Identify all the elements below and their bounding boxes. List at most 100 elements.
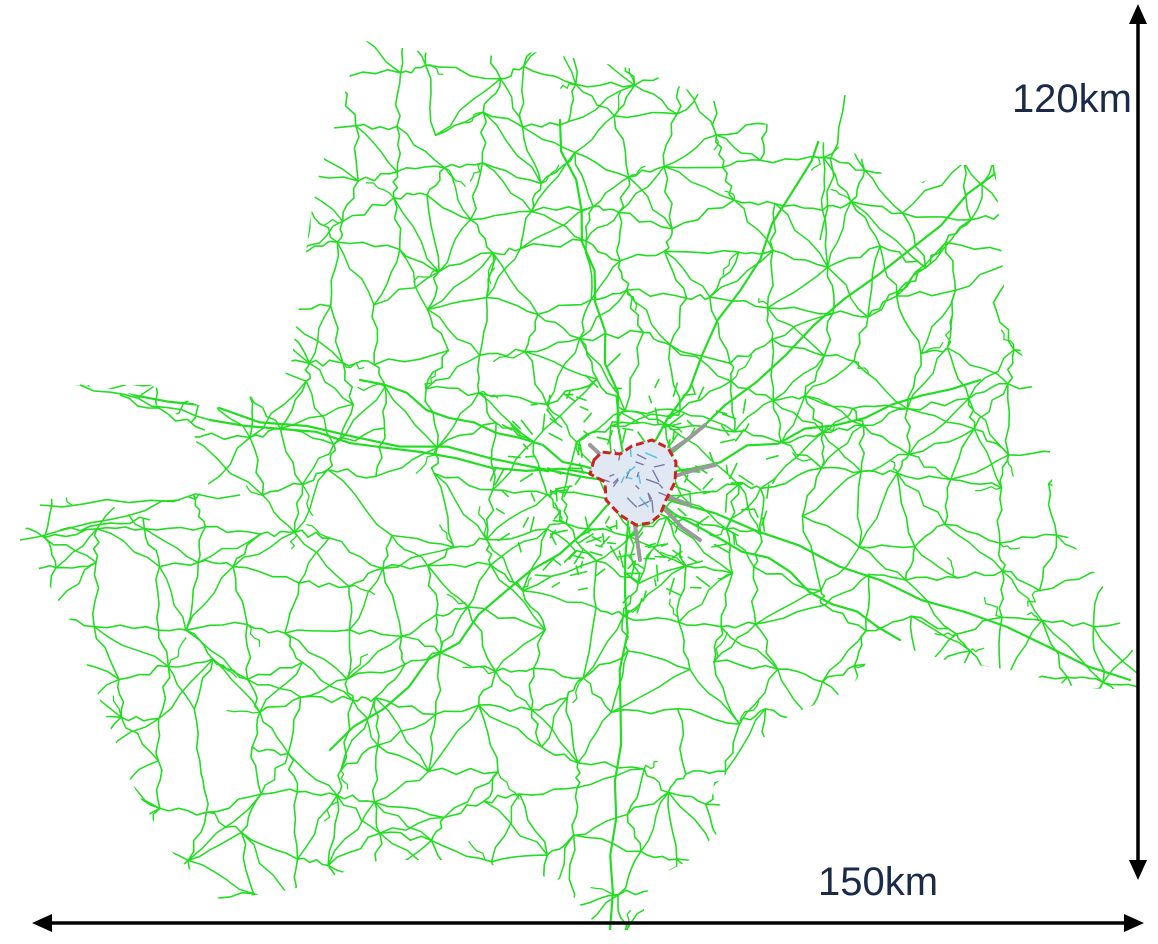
road-segment [720,621,757,629]
road-segment [152,335,202,390]
road-segment [824,604,867,632]
road-segment [862,407,909,427]
urban-street [702,477,714,490]
road-segment [524,350,598,380]
road-segment [822,72,831,108]
road-segment [399,64,427,74]
road-segment [375,427,386,478]
road-segment [396,125,446,169]
urban-street [497,532,511,542]
road-segment [20,747,25,799]
road-segment [118,664,170,681]
road-segment [185,621,249,631]
road-segment [990,887,1008,930]
urban-street [623,571,640,584]
city-core-boundary [588,438,678,527]
road-segment [55,561,97,569]
road-segment [373,770,430,803]
road-segment [185,561,199,631]
road-segment [430,816,445,842]
urban-street [567,467,582,470]
road-segment [1051,356,1069,398]
road-segment [43,634,55,652]
road-segment [142,208,212,216]
road-segment [909,615,918,670]
road-segment [279,303,332,314]
road-segment [155,760,163,810]
road-segment [896,453,910,474]
scale-height-label: 120km [1011,77,1132,121]
road-segment [499,65,525,80]
road-segment [922,838,955,858]
road-segment [20,747,66,802]
urban-street [642,590,647,602]
road-segment [467,564,492,608]
road-segment [332,14,400,25]
road-segment [772,395,806,402]
road-segment [120,716,160,762]
road-segment [754,604,826,625]
road-segment [946,347,970,400]
road-segment [426,546,455,567]
road-segment [671,199,735,230]
road-segment [858,472,898,548]
road-segment [766,307,825,357]
road-segment [613,114,630,178]
road-segment [1001,570,1041,592]
road-segment [922,161,965,183]
road-segment [63,386,90,443]
road-segment [574,114,615,154]
road-segment [666,516,687,567]
road-segment [424,64,502,80]
road-segment [259,661,304,713]
road-segment [66,832,119,842]
road-segment [24,565,41,570]
road-segment [717,888,756,930]
road-segment [668,598,680,623]
road-segment [1102,617,1140,684]
road-segment [245,623,252,681]
road-segment [828,905,873,912]
road-segment [920,341,944,355]
road-segment [762,765,774,805]
road-segment [962,926,992,930]
road-segment [293,529,331,539]
urban-street [622,427,634,431]
road-segment [709,296,769,309]
road-segment [1051,333,1088,359]
road-segment [185,435,197,500]
road-segment [327,864,376,886]
road-segment [575,83,615,117]
road-segment [753,888,782,930]
road-segment [660,879,708,891]
road-segment [730,380,774,402]
road-segment [1041,901,1097,930]
road-segment [308,305,332,365]
road-segment [51,481,73,507]
road-segment [830,40,851,66]
road-segment [1087,425,1100,493]
road-segment [996,487,1003,544]
road-segment [560,82,577,90]
road-segment [51,481,110,495]
road-segment [617,46,682,74]
road-segment [1089,218,1119,239]
road-segment [879,245,927,269]
road-segment [433,472,494,491]
road-segment [393,197,402,251]
road-segment [1087,388,1102,428]
road-segment [968,382,1009,400]
road-segment [287,752,338,797]
road-segment [821,200,852,212]
road-segment [194,368,204,390]
road-segment [1037,168,1099,202]
road-segment [296,790,338,797]
road-segment [300,220,344,255]
road-segment [20,609,50,637]
urban-street [621,429,627,444]
road-segment [663,249,740,255]
road-segment [20,896,71,930]
road-segment [897,118,963,137]
road-segment [524,337,581,353]
road-segment [240,831,299,860]
